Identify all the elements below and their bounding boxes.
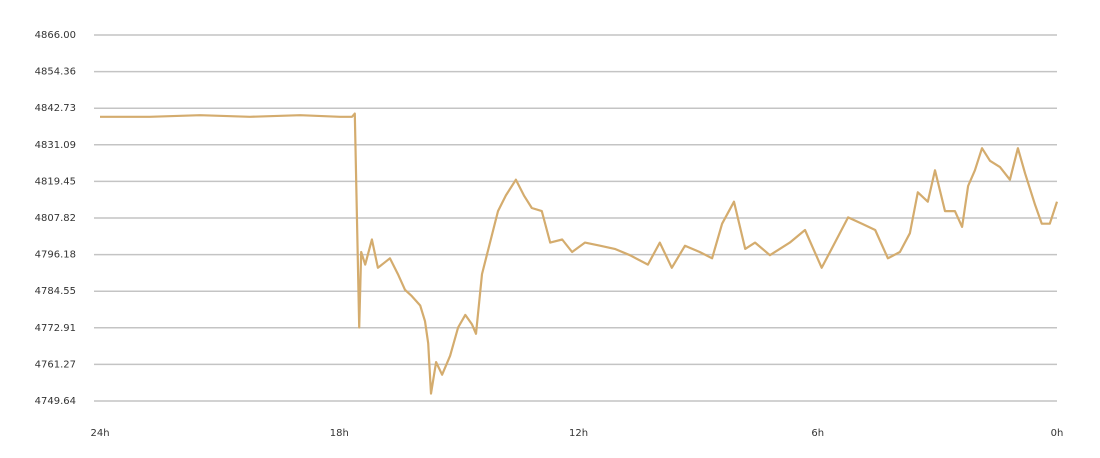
y-tick-label: 4819.45 — [35, 176, 76, 187]
y-tick-label: 4772.91 — [35, 323, 76, 334]
x-tick-label: 6h — [811, 428, 824, 439]
x-tick-label: 0h — [1051, 428, 1064, 439]
price-line — [100, 112, 1059, 395]
y-tick-label: 4761.27 — [35, 359, 76, 370]
y-tick-label: 4831.09 — [35, 140, 76, 151]
x-tick-label: 12h — [569, 428, 588, 439]
y-tick-label: 4807.82 — [35, 213, 76, 224]
x-tick-label: 18h — [330, 428, 349, 439]
y-tick-label: 4842.73 — [35, 103, 76, 114]
y-tick-label: 4796.18 — [35, 250, 76, 261]
y-tick-label: 4784.55 — [35, 286, 76, 297]
y-tick-label: 4866.00 — [35, 30, 76, 41]
y-tick-label: 4749.64 — [35, 396, 76, 407]
x-tick-label: 24h — [90, 428, 109, 439]
y-tick-label: 4854.36 — [35, 67, 76, 78]
